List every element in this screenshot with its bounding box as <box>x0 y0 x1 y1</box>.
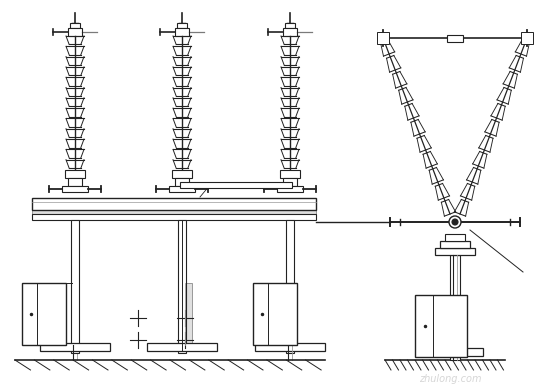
Bar <box>445 234 465 241</box>
Bar <box>447 35 463 42</box>
Bar <box>280 170 300 178</box>
Bar <box>40 343 110 351</box>
Bar <box>521 32 533 44</box>
Bar <box>255 343 325 351</box>
Bar <box>178 220 186 353</box>
Circle shape <box>452 219 458 225</box>
Bar <box>71 220 79 353</box>
Bar <box>180 182 292 188</box>
Bar <box>178 283 192 345</box>
Bar <box>435 248 475 255</box>
Bar <box>285 23 295 28</box>
Bar <box>147 343 217 351</box>
Bar <box>440 241 470 248</box>
Bar <box>68 178 82 186</box>
Bar <box>172 170 192 178</box>
Bar <box>177 23 187 28</box>
Bar <box>286 220 294 353</box>
Bar <box>32 198 316 210</box>
Bar <box>450 255 460 360</box>
Bar <box>70 23 80 28</box>
Bar <box>68 28 82 36</box>
Bar <box>62 186 88 192</box>
Bar <box>427 348 483 356</box>
Bar <box>175 28 189 36</box>
Bar <box>22 283 66 345</box>
Bar <box>32 210 316 214</box>
Bar <box>32 214 316 220</box>
Bar <box>253 283 297 345</box>
Bar <box>65 170 85 178</box>
Text: zhulong.com: zhulong.com <box>419 374 481 384</box>
Bar <box>175 178 189 186</box>
Bar <box>283 178 297 186</box>
Bar <box>415 295 467 357</box>
Circle shape <box>449 216 461 228</box>
Bar <box>169 186 195 192</box>
Bar <box>283 28 297 36</box>
Bar <box>377 32 389 44</box>
Bar <box>277 186 303 192</box>
